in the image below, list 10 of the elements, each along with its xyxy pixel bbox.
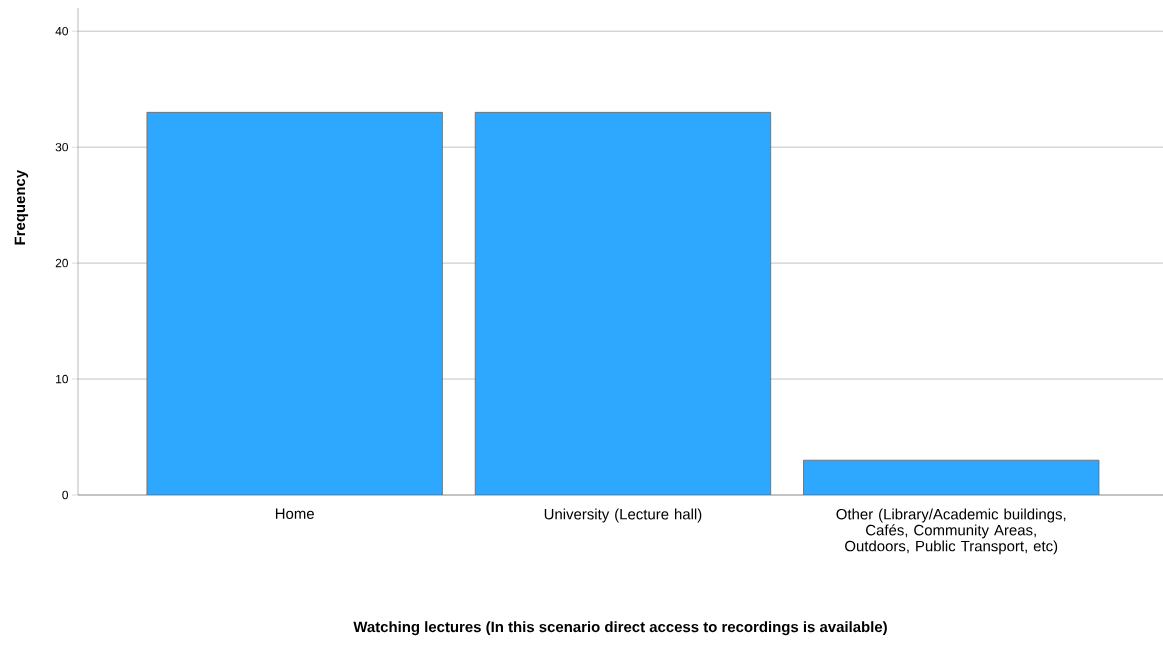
y-tick-label: 30 — [55, 142, 69, 152]
y-tick-label: 0 — [62, 490, 69, 500]
x-tick-label: Other (Library/Academic buildings, Cafés, Community Areas, Outdoors, Public Transport, etc) — [836, 508, 1066, 555]
y-tick-label: 20 — [55, 258, 69, 268]
y-tick-label: 40 — [55, 26, 69, 36]
x-tick-label: University (Lecture hall) — [544, 508, 702, 523]
y-axis-title: Frequency — [14, 169, 29, 245]
x-tick-label: Home — [275, 508, 314, 519]
x-axis-title: Watching lectures (In this scenario direct access to recordings is available) — [353, 621, 887, 636]
y-tick-label: 10 — [56, 374, 69, 384]
